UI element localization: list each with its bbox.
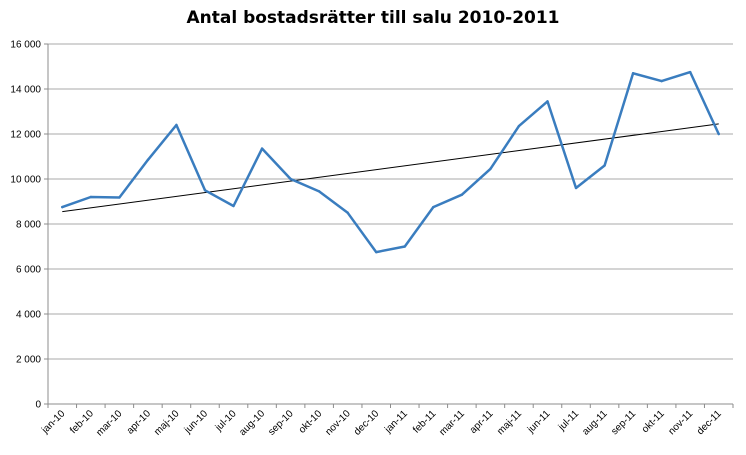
data-point [603, 164, 606, 167]
data-point [574, 186, 578, 190]
x-tick-label: nov-11 [666, 408, 695, 437]
x-tick-label: feb-10 [68, 408, 96, 436]
y-tick-label: 16 000 [10, 40, 41, 51]
x-tick-label: apr-11 [468, 408, 496, 436]
y-tick-label: 6 000 [16, 265, 41, 276]
data-point [375, 250, 378, 254]
chart-title: Antal bostadsrätter till salu 2010-2011 [186, 8, 560, 28]
y-tick-label: 14 000 [10, 85, 41, 96]
data-point [89, 195, 93, 199]
x-tick-label: mar-10 [94, 408, 124, 438]
x-tick-label: mar-11 [437, 408, 467, 438]
data-point [660, 79, 663, 83]
y-tick-label: 8 000 [16, 220, 41, 231]
trendline-layer [62, 123, 719, 213]
x-tick-label: maj-11 [495, 408, 524, 437]
y-tick-label: 4 000 [16, 310, 41, 321]
axes [44, 43, 734, 408]
data-point [289, 177, 292, 181]
x-tick-label: jul-10 [213, 408, 239, 434]
data-point [232, 204, 235, 208]
data-point [546, 100, 549, 103]
data-point [631, 72, 635, 75]
data-point [346, 211, 349, 214]
x-tick-label: apr-10 [125, 408, 154, 437]
x-tick-label: okt-10 [297, 408, 325, 436]
data-point [460, 193, 464, 196]
x-tick-label: jun-11 [525, 408, 553, 436]
series-line [61, 70, 720, 254]
x-tick-label: jan-11 [382, 408, 410, 436]
data-point [717, 132, 720, 136]
y-tick-label: 12 000 [10, 130, 41, 141]
y-tick-labels: 0 2 000 4 000 6 000 8 000 10 000 12 000 14 000 1… [10, 40, 41, 411]
data-point [688, 70, 692, 74]
x-tick-label: aug-11 [580, 408, 610, 438]
data-point [61, 205, 64, 209]
y-tick-label: 2 000 [16, 355, 41, 366]
data-point [175, 123, 178, 127]
x-tick-label: dec-10 [352, 408, 382, 438]
x-tick-label: feb-11 [411, 408, 439, 436]
data-point [317, 190, 321, 193]
data-point [203, 189, 207, 192]
x-tick-label: maj-10 [152, 408, 182, 438]
gridlines [48, 43, 733, 360]
data-point [260, 147, 264, 150]
trendline [62, 123, 719, 213]
data-point [517, 124, 521, 128]
data-point [432, 205, 435, 209]
x-tick-label: nov-10 [323, 408, 353, 438]
x-tick-label: okt-11 [640, 408, 667, 435]
x-tick-label: jul-11 [556, 408, 582, 434]
x-tick-label: sep-10 [266, 408, 296, 438]
series-layer [61, 70, 720, 254]
y-tick-label: 0 [35, 400, 41, 411]
x-tick-label: jan-10 [39, 408, 67, 436]
data-point [403, 245, 406, 248]
x-tick-label: aug-10 [237, 408, 267, 438]
x-tick-label: sep-11 [609, 408, 638, 437]
data-point [146, 158, 150, 162]
data-point [489, 167, 492, 171]
x-tick-label: jun-10 [182, 408, 210, 436]
data-point [118, 196, 121, 199]
x-tick-label: dec-11 [695, 408, 724, 437]
y-tick-label: 10 000 [10, 175, 41, 186]
